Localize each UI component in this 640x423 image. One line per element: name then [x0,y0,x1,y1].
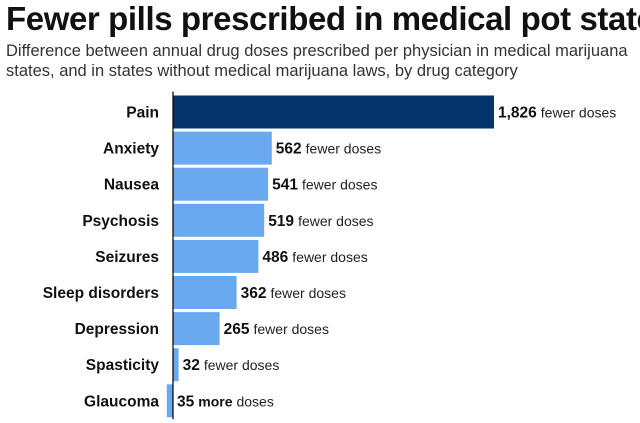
bar-psychosis [173,203,265,237]
category-label: Pain [126,105,159,122]
data-label-value: 265 [224,321,250,338]
data-label: 35 more doses [177,393,274,410]
data-label-suffix: fewer doses [292,249,367,265]
data-label-suffix: fewer doses [270,285,345,301]
data-label: 265 fewer doses [224,321,329,338]
data-label: 486 fewer doses [262,249,367,266]
category-label: Psychosis [82,213,159,230]
data-label-value: 32 [183,357,200,374]
data-label-suffix: fewer doses [298,213,373,229]
data-label-value: 35 [177,393,195,410]
data-label: 519 fewer doses [268,213,373,230]
data-label: 562 fewer doses [276,141,381,158]
data-label-suffix: fewer doses [541,105,616,121]
data-label-suffix: doses [236,393,273,409]
chart-title: Fewer pills prescribed in medical pot st… [6,0,640,37]
bar-pain [173,95,494,129]
category-label: Anxiety [103,141,159,158]
chart-subtitle: Difference between annual drug doses pre… [6,42,628,80]
data-label-value: 362 [241,285,267,302]
category-label: Sleep disorders [43,285,159,302]
bar-depression [173,312,220,346]
data-label-value: 562 [276,141,302,158]
data-label: 541 fewer doses [272,177,377,194]
data-label-suffix: fewer doses [204,357,279,373]
data-label: 362 fewer doses [241,285,346,302]
data-label-value: 1,826 [498,105,537,122]
data-label-suffix: fewer doses [306,141,381,157]
data-label-suffix: fewer doses [253,321,328,337]
bar-glaucoma [166,384,173,418]
data-label-value: 519 [268,213,294,230]
bar-sleep-disorders [173,276,237,309]
category-label: Spasticity [86,357,160,374]
bar-spasticity [173,348,179,382]
category-label: Seizures [95,249,159,266]
category-label: Nausea [104,177,160,194]
data-label-suffix: more [198,393,232,409]
category-label: Depression [75,321,159,338]
data-label-value: 486 [262,249,288,266]
data-label: 32 fewer doses [183,357,280,374]
bar-anxiety [173,131,272,165]
data-label: 1,826 fewer doses [498,105,616,122]
bar-seizures [173,239,259,273]
data-label-suffix: fewer doses [302,177,377,193]
data-label-value: 541 [272,177,298,194]
bar-nausea [173,167,269,201]
category-label: Glaucoma [84,393,159,410]
